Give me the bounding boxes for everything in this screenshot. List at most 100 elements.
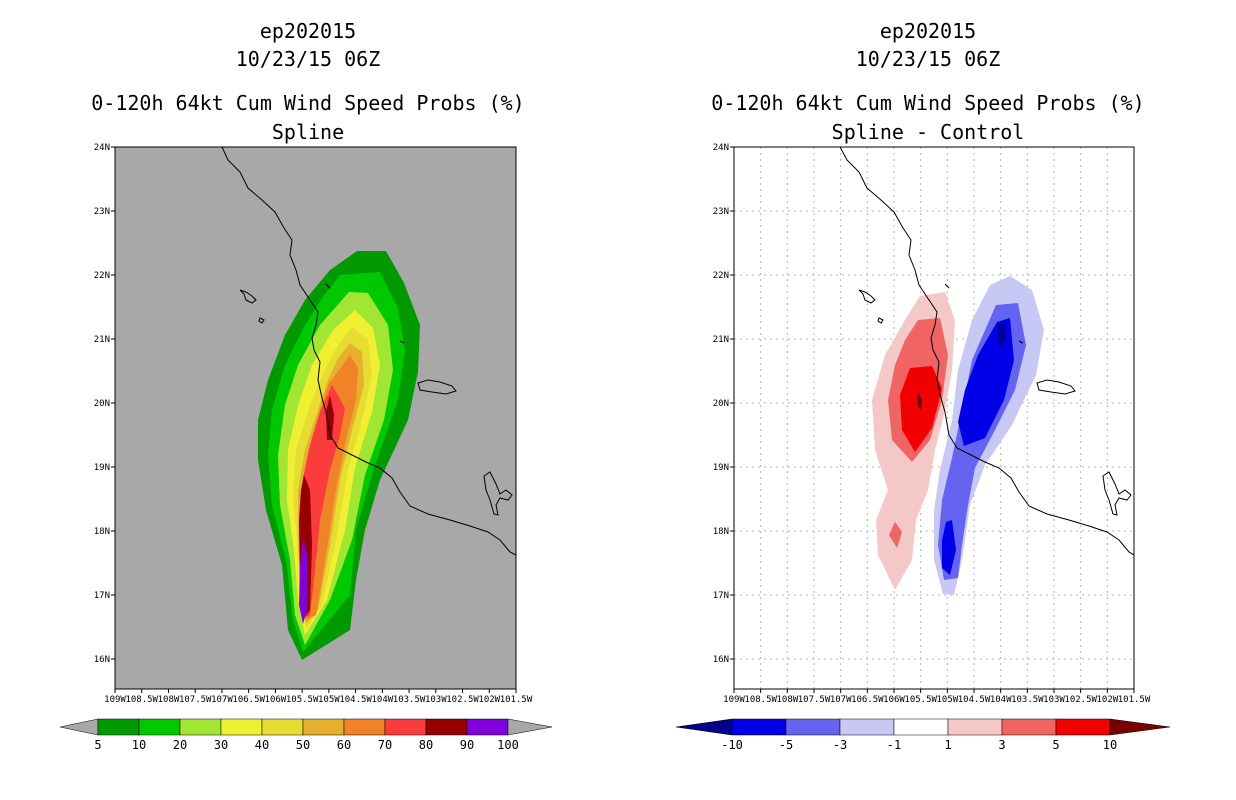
left-colorbar-label: 20 bbox=[173, 738, 187, 752]
right-lat-label: 23N bbox=[713, 207, 729, 217]
right-lon-label: 106.5W bbox=[851, 695, 884, 705]
left-colorbar-label: 30 bbox=[214, 738, 228, 752]
left-lat-label: 23N bbox=[94, 207, 110, 217]
right-lat-label: 24N bbox=[713, 143, 729, 153]
left-lon-label: 104.5W bbox=[339, 695, 372, 705]
right-lon-label: 108W bbox=[776, 695, 798, 705]
left-lon-label: 106W bbox=[265, 695, 287, 705]
right-colorbar-label: -1 bbox=[887, 738, 901, 752]
right-lon-label: 104W bbox=[990, 695, 1012, 705]
left-map-frame bbox=[114, 146, 517, 690]
left-colorbar-high-triangle bbox=[507, 718, 553, 736]
right-colorbar-label: -5 bbox=[779, 738, 793, 752]
left-colorbar-label: 70 bbox=[378, 738, 392, 752]
diff-contour-minus-5 bbox=[942, 318, 1014, 575]
left-lat-label: 16N bbox=[94, 655, 110, 665]
right-lon-label: 103W bbox=[1043, 695, 1065, 705]
left-lat-label: 22N bbox=[94, 271, 110, 281]
left-colorbar-swatch bbox=[384, 718, 427, 736]
right-colorbar-swatch bbox=[785, 718, 841, 736]
right-title-variable: 0-120h 64kt Cum Wind Speed Probs (%) bbox=[711, 91, 1144, 115]
right-colorbar-high-triangle bbox=[1109, 718, 1171, 736]
right-lon-label: 109W bbox=[723, 695, 745, 705]
right-lat-label: 17N bbox=[713, 591, 729, 601]
left-colorbar-label: 100 bbox=[497, 738, 519, 752]
left-colorbar-swatch bbox=[97, 718, 140, 736]
left-lon-label: 102.5W bbox=[446, 695, 479, 705]
left-longitude-axis: 109W 108.5W 108W 107.5W 107W 106.5W 106W 105.5W… bbox=[104, 689, 533, 705]
left-lat-label: 24N bbox=[94, 143, 110, 153]
left-colorbar-label: 5 bbox=[94, 738, 101, 752]
left-colorbar-label: 90 bbox=[460, 738, 474, 752]
left-colorbar-label: 10 bbox=[132, 738, 146, 752]
left-title-variable: 0-120h 64kt Cum Wind Speed Probs (%) bbox=[91, 91, 524, 115]
left-latitude-axis: 24N 23N 22N 21N 20N 19N 18N 17N 16N bbox=[94, 143, 115, 665]
right-colorbar-label: -3 bbox=[833, 738, 847, 752]
left-colorbar-swatch bbox=[138, 718, 181, 736]
right-colorbar-swatch bbox=[947, 718, 1003, 736]
right-colorbar-label: 3 bbox=[998, 738, 1005, 752]
right-latitude-axis: 24N 23N 22N 21N 20N 19N 18N 17N 16N bbox=[713, 143, 734, 665]
left-lat-label: 19N bbox=[94, 463, 110, 473]
right-map-frame bbox=[733, 146, 1135, 690]
right-lon-label: 107W bbox=[830, 695, 852, 705]
diff-contour-minus-10 bbox=[998, 322, 1006, 348]
left-colorbar-low-triangle bbox=[59, 718, 99, 736]
right-lon-label: 105.5W bbox=[904, 695, 937, 705]
right-lon-label: 102W bbox=[1096, 695, 1118, 705]
left-lat-label: 21N bbox=[94, 335, 110, 345]
left-probability-contours bbox=[221, 147, 516, 660]
right-colorbar-swatch bbox=[839, 718, 895, 736]
right-lat-label: 22N bbox=[713, 271, 729, 281]
right-lat-label: 19N bbox=[713, 463, 729, 473]
left-colorbar-label: 60 bbox=[337, 738, 351, 752]
left-lon-label: 109W bbox=[104, 695, 126, 705]
left-coastline bbox=[221, 147, 516, 556]
right-coastline bbox=[839, 147, 1134, 556]
right-colorbar-swatch bbox=[893, 718, 949, 736]
left-colorbar: 5 10 20 30 40 50 60 70 80 90 100 bbox=[59, 718, 553, 752]
right-lon-label: 103.5W bbox=[1011, 695, 1044, 705]
right-lon-label: 101.5W bbox=[1118, 695, 1151, 705]
left-lon-label: 103.5W bbox=[393, 695, 426, 705]
right-lon-label: 108.5W bbox=[744, 695, 777, 705]
right-lat-label: 21N bbox=[713, 335, 729, 345]
left-lat-label: 20N bbox=[94, 399, 110, 409]
right-colorbar-swatch bbox=[731, 718, 787, 736]
right-lon-label: 104.5W bbox=[958, 695, 991, 705]
right-lon-label: 107.5W bbox=[798, 695, 831, 705]
left-lon-label: 101.5W bbox=[500, 695, 533, 705]
contour-90 bbox=[299, 538, 307, 624]
left-lon-label: 107.5W bbox=[179, 695, 212, 705]
left-colorbar-swatch bbox=[343, 718, 386, 736]
right-colorbar-label: 1 bbox=[944, 738, 951, 752]
right-longitude-axis: 109W 108.5W 108W 107.5W 107W 106.5W 106W 105.5W… bbox=[723, 689, 1151, 705]
right-panel: ep202015 10/23/15 06Z 0-120h 64kt Cum Wi… bbox=[675, 19, 1171, 752]
left-title-date: 10/23/15 06Z bbox=[236, 47, 381, 71]
right-difference-contours bbox=[872, 276, 1044, 595]
left-colorbar-swatch bbox=[261, 718, 304, 736]
right-colorbar: -10 -5 -3 -1 1 3 5 10 bbox=[675, 718, 1171, 752]
right-title-run: Spline - Control bbox=[832, 120, 1025, 144]
left-lon-label: 103W bbox=[425, 695, 447, 705]
right-title-storm-id: ep202015 bbox=[880, 19, 976, 43]
left-lon-label: 102W bbox=[478, 695, 500, 705]
left-colorbar-swatch bbox=[466, 718, 509, 736]
left-lat-label: 17N bbox=[94, 591, 110, 601]
right-lon-label: 102.5W bbox=[1064, 695, 1097, 705]
right-colorbar-swatch bbox=[1001, 718, 1057, 736]
left-lon-label: 108W bbox=[158, 695, 180, 705]
right-lon-label: 106W bbox=[883, 695, 905, 705]
left-lon-label: 108.5W bbox=[125, 695, 158, 705]
right-colorbar-low-triangle bbox=[675, 718, 733, 736]
left-title-storm-id: ep202015 bbox=[260, 19, 356, 43]
left-lat-label: 18N bbox=[94, 527, 110, 537]
right-colorbar-label: 10 bbox=[1103, 738, 1117, 752]
left-colorbar-label: 50 bbox=[296, 738, 310, 752]
left-colorbar-label: 40 bbox=[255, 738, 269, 752]
left-lon-label: 105W bbox=[318, 695, 340, 705]
left-title-run: Spline bbox=[272, 120, 344, 144]
right-title-date: 10/23/15 06Z bbox=[856, 47, 1001, 71]
right-lat-label: 16N bbox=[713, 655, 729, 665]
